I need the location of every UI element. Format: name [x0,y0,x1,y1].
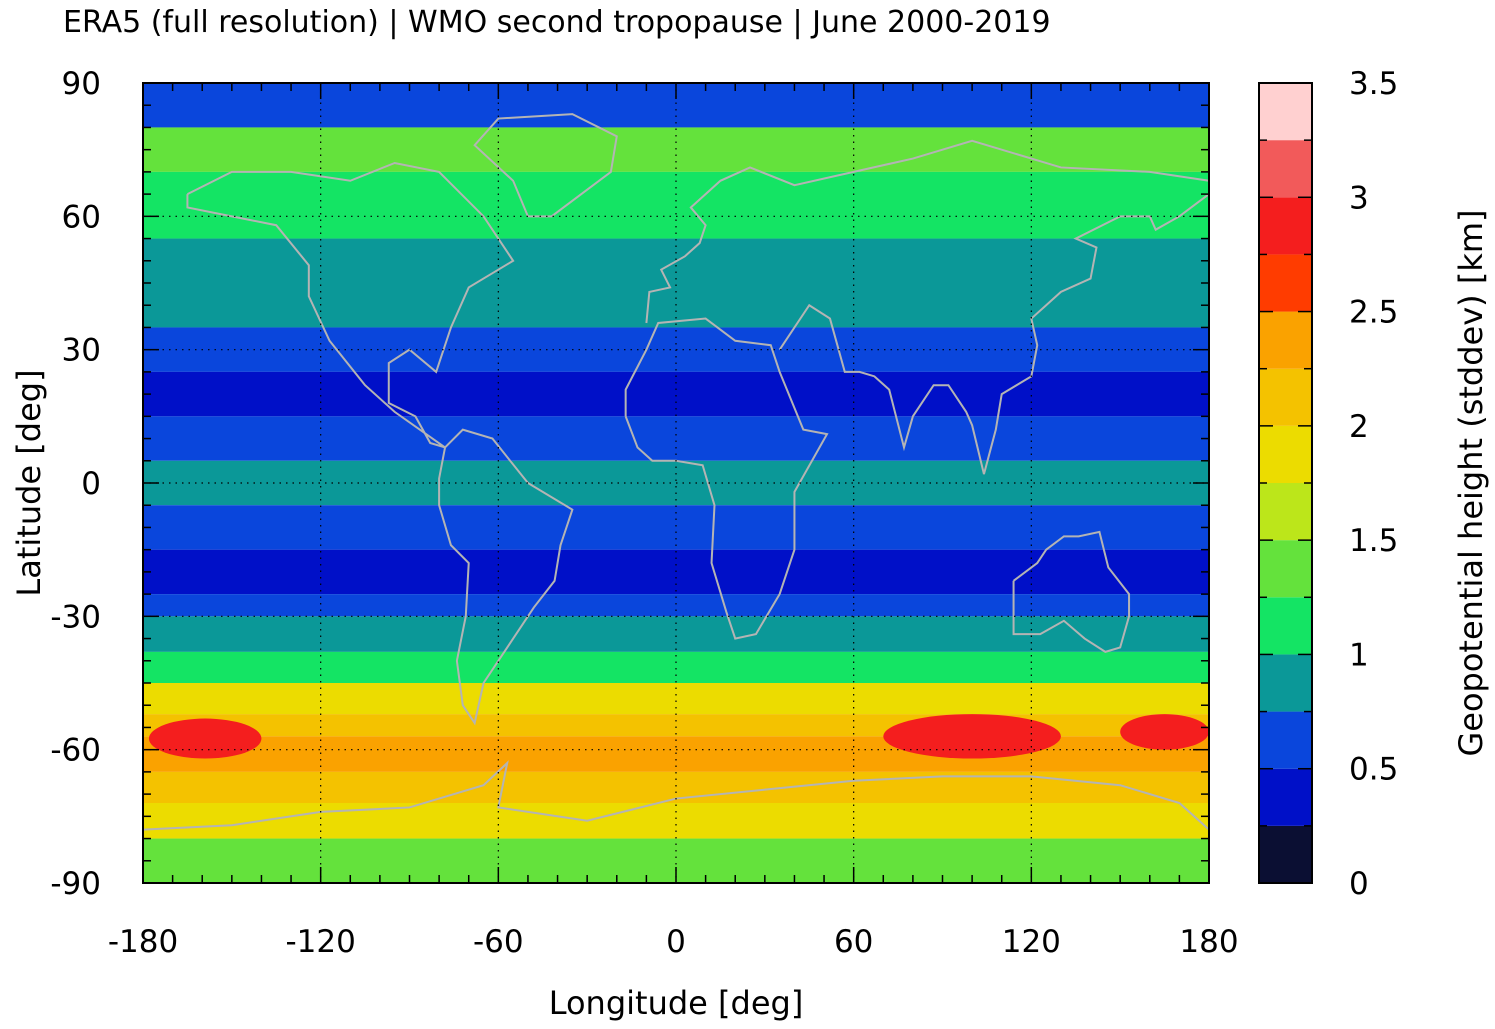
y-tick-label: 90 [62,66,101,102]
colorbar-bin-6 [1259,483,1312,541]
heatmap-band-13 [143,651,1209,683]
colorbar-tick-label: 3 [1349,180,1369,216]
colorbar-bin-4 [1259,597,1312,655]
colorbar-tick-label: 3.5 [1349,66,1398,102]
x-tick-label: 180 [1179,924,1238,960]
y-axis-label: Latitude [deg] [10,369,48,596]
x-tick-label: 0 [666,924,686,960]
colorbar-bin-9 [1259,311,1312,369]
y-tick-label: -60 [50,733,101,769]
x-tick-label: 60 [834,924,873,960]
x-tick-label: -180 [108,924,178,960]
colorbar-bin-11 [1259,197,1312,255]
x-tick-label: 120 [1002,924,1061,960]
colorbar-tick-label: 2.5 [1349,295,1398,331]
heatmap-band-6 [143,371,1209,417]
colorbar-bin-5 [1259,540,1312,598]
colorbar-bin-1 [1259,768,1312,826]
heatmap-max-region-2 [1120,714,1210,750]
colorbar-tick-labels: 0 0.5 1 1.5 2 2.5 3 3.5 [1349,66,1398,902]
heatmap-max-region-0 [148,718,262,759]
x-tick-label: -60 [473,924,524,960]
y-tick-label: -30 [50,599,101,635]
coastline-4 [778,193,1210,475]
coastline-3 [645,139,1210,324]
colorbar-tick-label: 0 [1349,866,1369,902]
heatmap-max-region-1 [883,714,1061,759]
x-tick-label: -120 [285,924,355,960]
colorbar-frame [1258,82,1313,884]
heatmap-band-11 [143,594,1209,617]
colorbar-bin-2 [1259,711,1312,769]
heatmap-band-1 [143,127,1209,172]
colorbar-bin-3 [1259,654,1312,712]
y-tick-labels: 90 60 30 0 -30 -60 -90 [50,66,101,902]
colorbar-bin-12 [1259,140,1312,198]
coastline-7 [473,113,618,218]
colorbar-bin-7 [1259,425,1312,483]
colorbar-tick-label: 1.5 [1349,523,1398,559]
heatmap-band-18 [143,803,1209,839]
axis-ticks [142,82,1210,884]
y-tick-label: -90 [50,866,101,902]
colorbar-bin-8 [1259,368,1312,426]
grid-lines [143,83,1209,883]
heatmap-band-7 [143,416,1209,461]
coastline-5 [1012,530,1131,653]
colorbar-bin-0 [1259,825,1312,883]
chart-title: ERA5 (full resolution) | WMO second trop… [63,5,1051,40]
colorbar-tick-label: 2 [1349,409,1369,445]
coastline-0 [186,161,515,449]
y-tick-label: 0 [81,466,101,502]
y-tick-label: 30 [62,333,101,369]
colorbar [1259,82,1312,884]
heatmap-band-12 [143,616,1209,652]
y-tick-label: 60 [62,199,101,235]
colorbar-bin-10 [1259,254,1312,312]
coastline-2 [624,317,829,640]
colorbar-tick-label: 0.5 [1349,752,1398,788]
coastline-6 [142,760,1210,831]
colorbar-tick-label: 1 [1349,637,1369,673]
colorbar-bin-13 [1259,83,1312,141]
x-axis-label: Longitude [deg] [549,984,804,1022]
heatmap-band-9 [143,505,1209,550]
colorbar-label: Geopotential height (stddev) [km] [1452,209,1490,756]
coastline-overlay [142,113,1210,831]
x-tick-labels: -180 -120 -60 0 60 120 180 [108,924,1239,960]
